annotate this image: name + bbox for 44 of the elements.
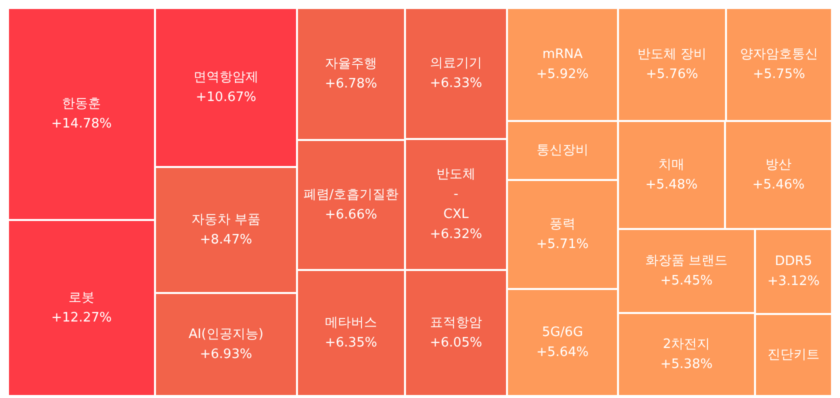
category-label: 양자암호통신 [740,47,818,62]
category-label: DDR5 [774,254,812,269]
category-label: 자동차 부품 [191,212,261,228]
category-label: 치매 [658,158,684,172]
data-label: +6.93% [200,347,252,362]
data-label: +5.92% [536,67,589,82]
category-label: 반도체 - CXL [436,167,476,222]
category-label: 진단키트 [768,348,820,362]
data-label: +5.75% [752,67,806,82]
category-label: 한동훈 [62,96,101,112]
category-label: 방산 [766,158,792,172]
category-label: 로봇 [68,290,94,306]
data-label: +5.38% [660,357,713,372]
data-label: +3.12% [767,274,820,289]
category-label: AI(인공지능) [188,327,264,342]
data-label: +10.67% [196,90,256,105]
data-label: +5.48% [645,178,698,192]
data-label: +6.33% [430,76,482,91]
category-label: 2차전지 [662,337,710,352]
category-label: mRNA [542,47,583,62]
data-label: +6.78% [324,76,378,92]
data-label: +5.46% [752,178,805,192]
data-label: +6.32% [430,227,482,242]
category-label: 반도체 장비 [637,47,707,62]
data-label: +5.45% [660,274,713,288]
category-label: 통신장비 [536,143,588,158]
category-label: 풍력 [550,217,576,232]
data-label: +8.47% [200,232,252,248]
category-label: 자율주행 [325,56,377,72]
category-label: 화장품 브랜드 [645,254,728,268]
category-label: 면역항암제 [194,70,258,85]
data-label: +6.35% [324,336,378,350]
data-label: +5.64% [536,345,589,360]
data-label: +5.76% [646,67,698,82]
category-label: 의료기기 [430,56,482,71]
data-label: +14.78% [51,116,112,132]
data-label: +12.27% [51,310,112,326]
category-label: 폐렴/호흡기질환 [303,188,399,202]
data-label: +5.71% [536,237,589,252]
data-label: +6.66% [324,208,378,222]
data-label: +6.05% [430,336,482,350]
category-label: 메타버스 [325,316,377,330]
category-label: 표적항암 [430,316,482,330]
category-label: 5G/6G [542,325,584,340]
